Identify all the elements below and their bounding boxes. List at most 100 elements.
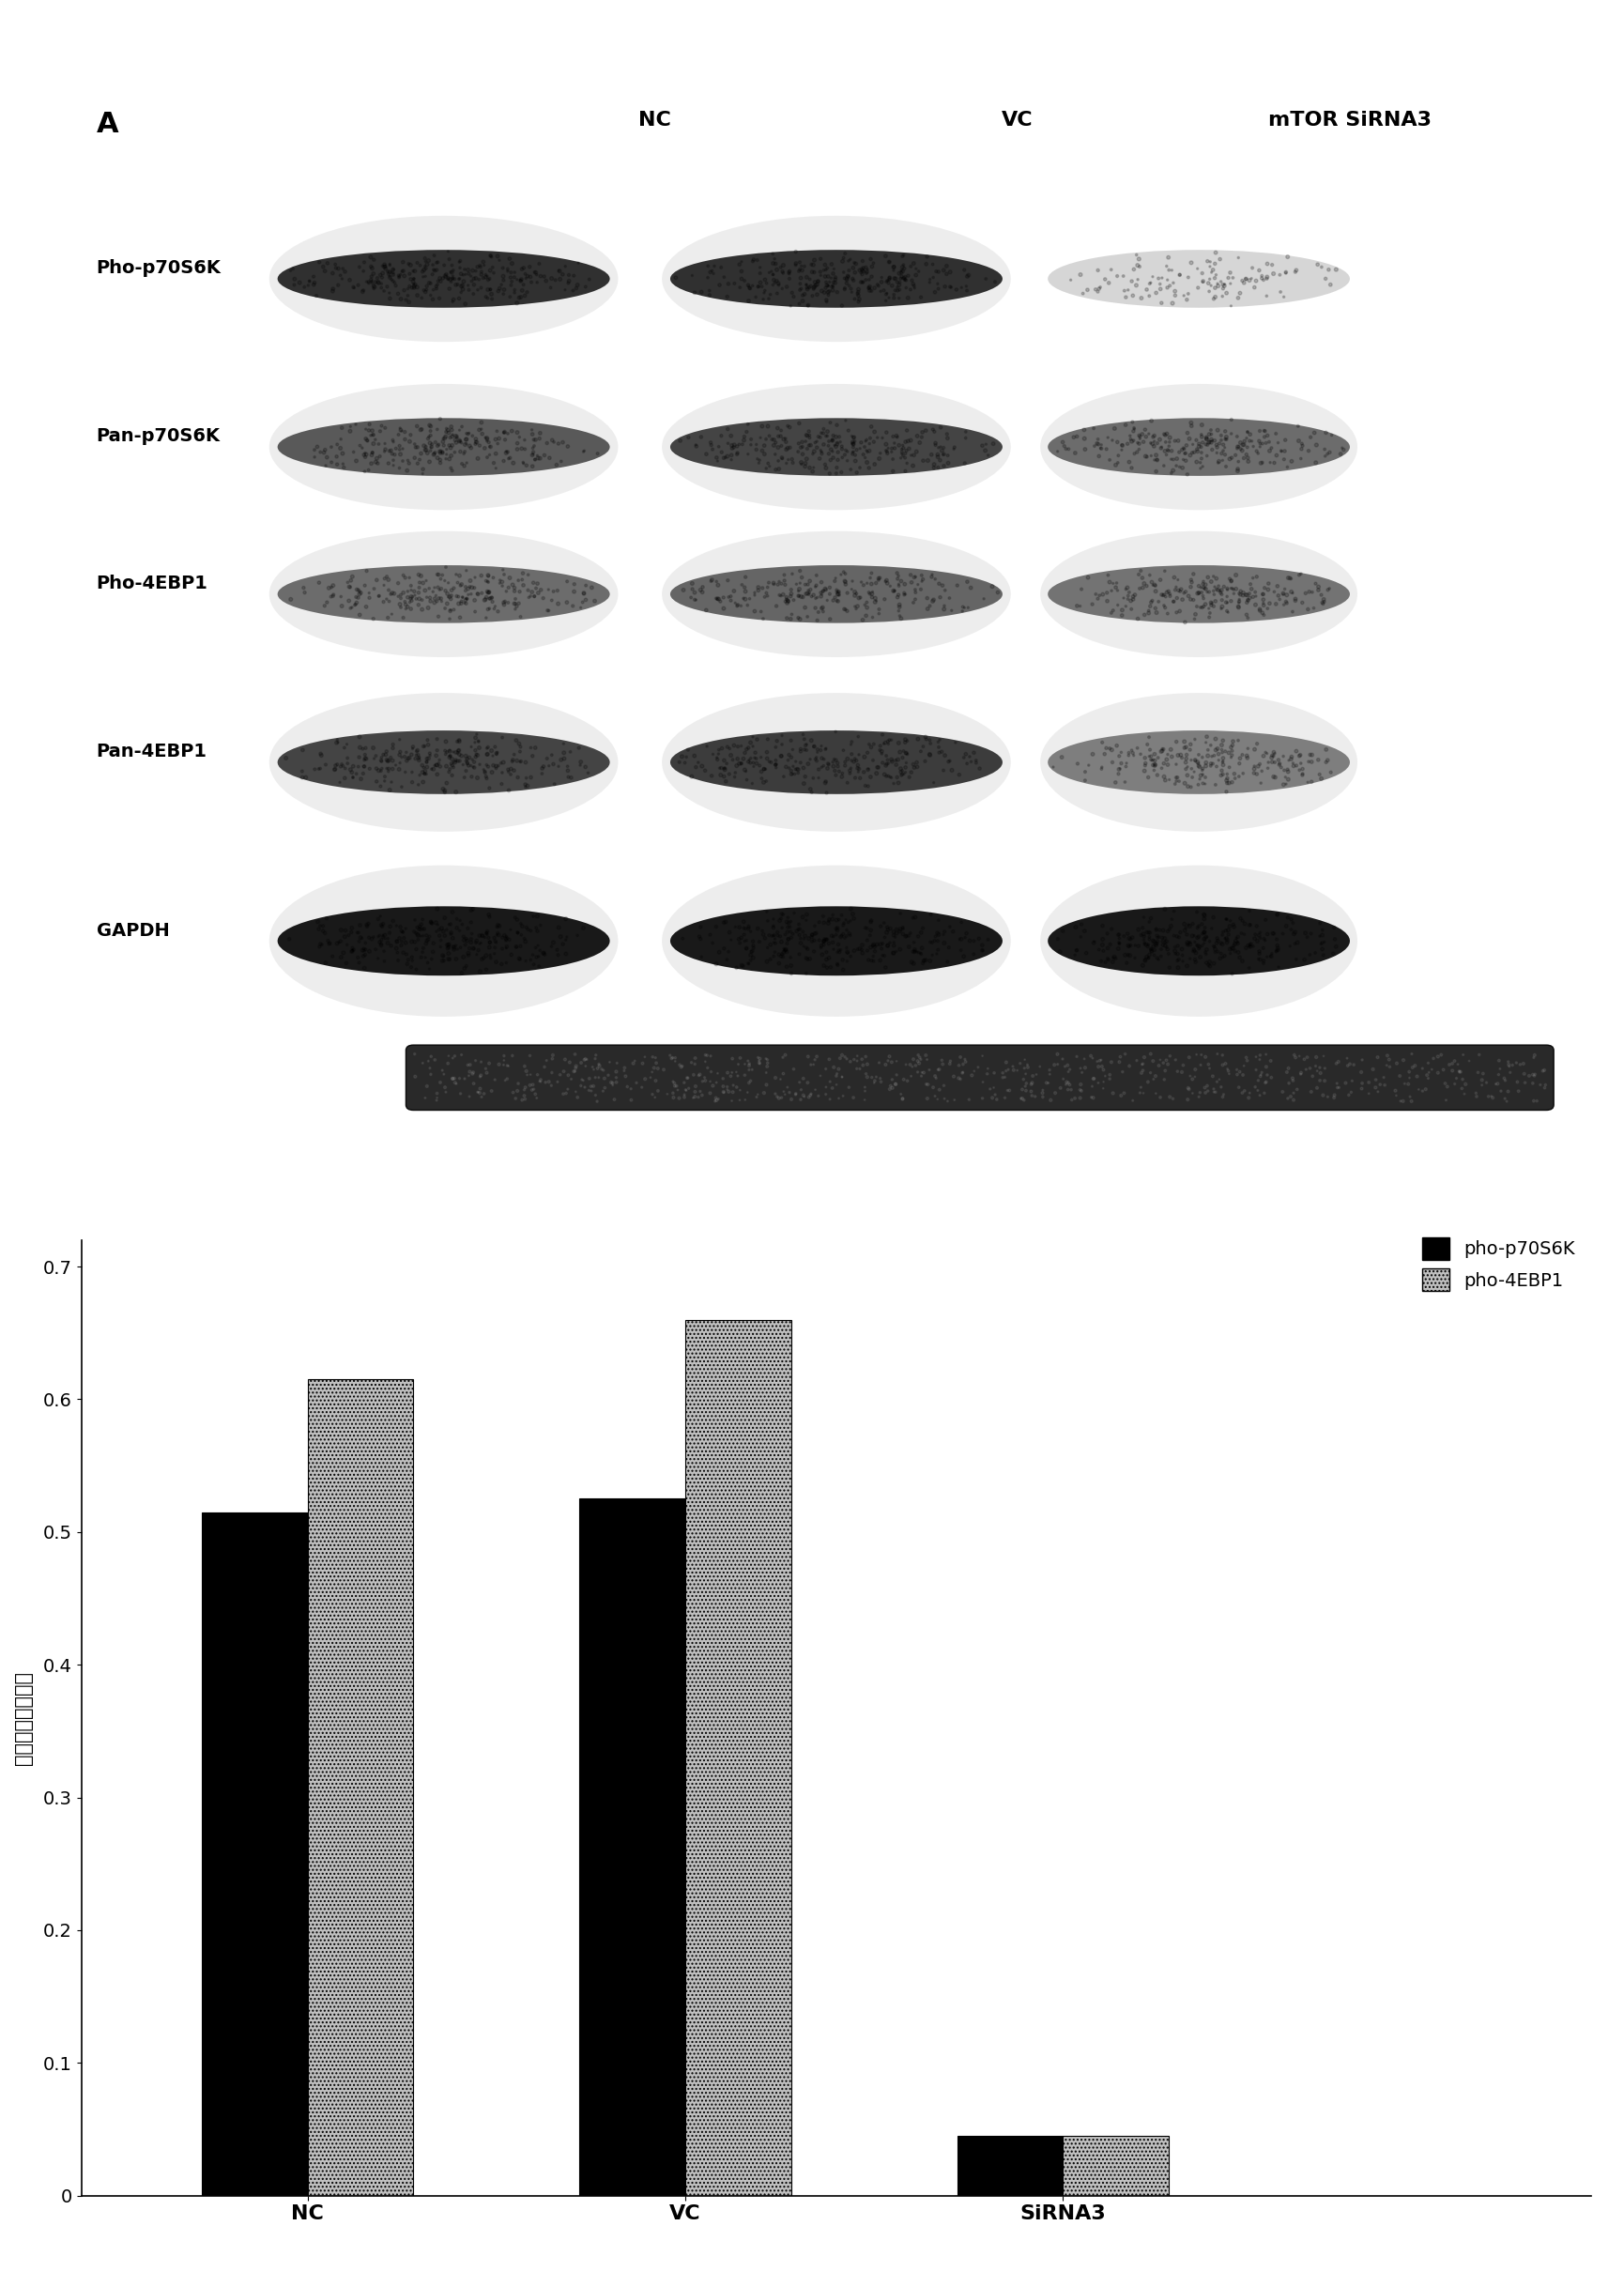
Point xyxy=(831,270,857,306)
Point xyxy=(1286,423,1312,460)
Point xyxy=(529,755,555,791)
Point xyxy=(1239,249,1265,286)
Point xyxy=(484,924,510,961)
Point xyxy=(333,913,359,949)
Point xyxy=(893,917,919,954)
Point xyxy=(892,755,918,791)
Point xyxy=(797,1077,823,1114)
Point xyxy=(815,746,841,782)
Point xyxy=(1190,897,1216,933)
Point xyxy=(697,272,723,309)
Point xyxy=(1000,1052,1026,1089)
Point xyxy=(323,748,349,784)
Point xyxy=(432,899,458,935)
Point xyxy=(823,572,849,608)
Point xyxy=(1160,265,1186,302)
Point xyxy=(377,771,403,807)
Point xyxy=(1259,247,1285,284)
Point xyxy=(1122,412,1148,448)
Point xyxy=(755,579,781,615)
Point xyxy=(853,249,879,286)
Point xyxy=(1104,588,1130,624)
Point xyxy=(425,569,451,606)
Point xyxy=(359,258,385,295)
Point xyxy=(1237,906,1263,942)
Point xyxy=(476,899,502,935)
Point xyxy=(1207,1061,1233,1098)
Point xyxy=(776,254,802,290)
Point xyxy=(1272,585,1298,622)
Point xyxy=(1143,274,1169,311)
Point xyxy=(523,910,549,947)
Point xyxy=(955,256,981,293)
Point xyxy=(794,258,820,295)
Point xyxy=(388,412,414,448)
Point xyxy=(273,739,299,775)
Point xyxy=(455,938,481,974)
Point xyxy=(880,441,906,478)
Point xyxy=(674,1073,700,1109)
Point xyxy=(703,908,729,945)
Point xyxy=(799,917,825,954)
Point xyxy=(760,256,786,293)
Point xyxy=(710,1061,736,1098)
Point xyxy=(1091,1063,1117,1100)
Point xyxy=(400,263,425,300)
Point xyxy=(372,759,398,796)
Point xyxy=(885,272,911,309)
Point xyxy=(1304,1070,1330,1107)
Point xyxy=(434,441,460,478)
Point xyxy=(1228,741,1254,778)
Point xyxy=(1203,430,1229,467)
Point xyxy=(414,723,440,759)
Point xyxy=(1228,901,1254,938)
Point xyxy=(1486,1043,1512,1079)
Point xyxy=(372,917,398,954)
Point xyxy=(502,581,528,617)
Point xyxy=(793,956,818,993)
Point xyxy=(765,917,791,954)
Point xyxy=(1228,274,1254,311)
Point xyxy=(296,268,322,304)
Point xyxy=(1151,590,1177,627)
Point xyxy=(406,741,432,778)
Point xyxy=(477,238,503,274)
Point xyxy=(377,247,403,284)
Point xyxy=(1150,732,1176,768)
Point xyxy=(430,247,456,284)
Point xyxy=(474,915,500,951)
Point xyxy=(729,947,755,983)
Point xyxy=(494,1047,520,1084)
Point xyxy=(931,437,957,473)
Point xyxy=(882,261,908,297)
Point xyxy=(934,416,960,453)
Point xyxy=(346,574,372,611)
Point xyxy=(1195,590,1221,627)
Point xyxy=(1195,242,1221,279)
Point xyxy=(1140,929,1166,965)
Point xyxy=(857,903,883,940)
Point xyxy=(807,574,833,611)
Point xyxy=(460,741,486,778)
Point xyxy=(1202,270,1228,306)
Point xyxy=(783,1077,809,1114)
Point xyxy=(744,425,770,462)
Point xyxy=(1289,425,1315,462)
Point xyxy=(692,1063,718,1100)
Point xyxy=(1099,910,1125,947)
Point xyxy=(416,951,442,988)
Point xyxy=(1174,757,1200,794)
Point xyxy=(1265,741,1291,778)
Point xyxy=(1161,558,1187,595)
Point xyxy=(1289,750,1315,787)
Point xyxy=(729,261,755,297)
Point xyxy=(438,757,464,794)
Point xyxy=(1096,1057,1122,1093)
Point xyxy=(461,748,487,784)
Point xyxy=(1247,919,1273,956)
Point xyxy=(1140,1043,1166,1079)
Point xyxy=(685,1079,711,1116)
Point xyxy=(849,931,875,967)
Point xyxy=(453,569,479,606)
Point xyxy=(466,917,492,954)
